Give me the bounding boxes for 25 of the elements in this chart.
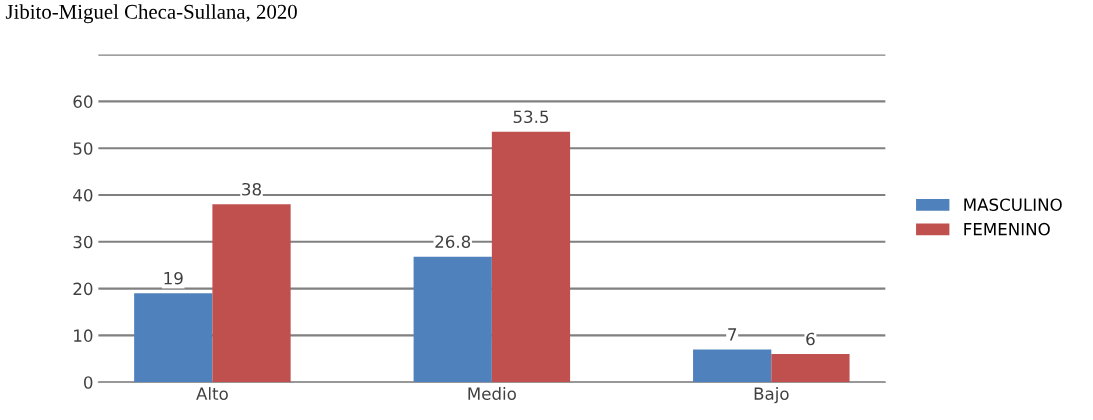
bar bbox=[491, 131, 571, 383]
data-label: 38 bbox=[242, 182, 261, 196]
chart-title: Jibito-Miguel Checa-Sullana, 2020 bbox=[5, 4, 297, 24]
y-tick-label: 60 bbox=[73, 95, 93, 108]
x-tick-label: Medio bbox=[468, 387, 516, 400]
y-tick-label: 0 bbox=[84, 376, 93, 389]
y-tick-label: 50 bbox=[73, 142, 93, 155]
y-tick-label: 30 bbox=[73, 235, 93, 249]
y-tick-label: 20 bbox=[73, 282, 93, 296]
bar bbox=[212, 204, 291, 383]
data-label: 7 bbox=[728, 328, 737, 341]
bar bbox=[771, 354, 850, 383]
data-label: 53.5 bbox=[513, 110, 549, 124]
data-label: 19 bbox=[164, 271, 183, 285]
legend-label: MASCULINO bbox=[964, 198, 1062, 211]
x-tick-label: Bajo bbox=[754, 387, 789, 404]
bar bbox=[413, 256, 492, 383]
bar bbox=[134, 293, 213, 383]
legend-label: FEMENINO bbox=[964, 222, 1050, 236]
bar bbox=[693, 349, 772, 383]
y-tick-label: 10 bbox=[74, 329, 93, 342]
x-tick-label: Alto bbox=[196, 387, 228, 400]
data-label: 6 bbox=[806, 332, 815, 346]
data-label: 26.8 bbox=[435, 235, 471, 248]
y-tick-label: 40 bbox=[73, 188, 93, 202]
